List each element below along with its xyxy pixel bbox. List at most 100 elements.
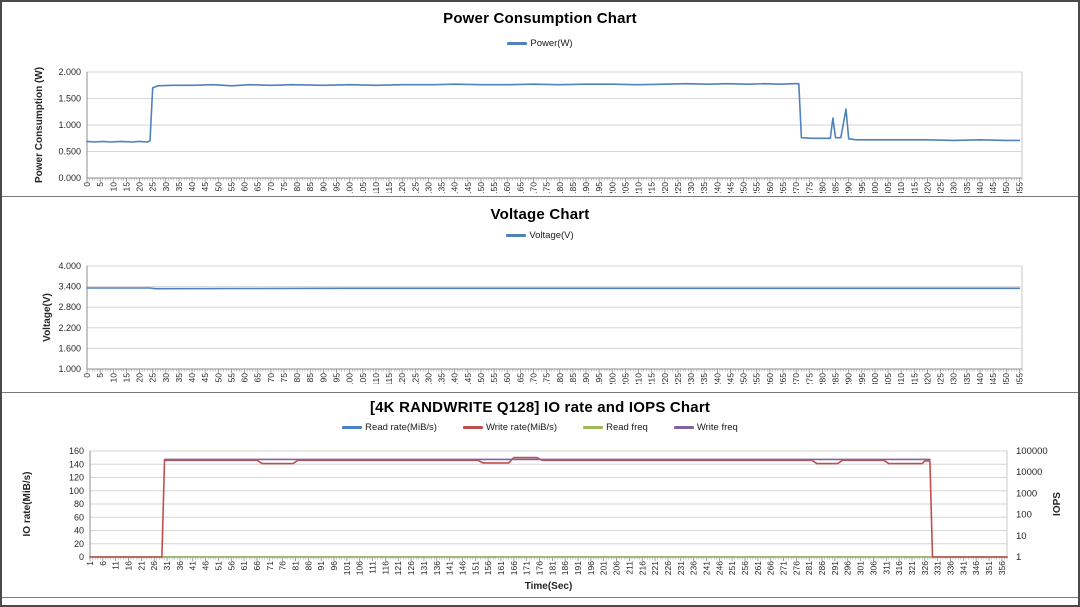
svg-text:30: 30 <box>161 182 171 192</box>
svg-text:26: 26 <box>149 561 159 571</box>
svg-text:2.800: 2.800 <box>58 302 81 312</box>
svg-text:55: 55 <box>226 182 236 192</box>
svg-text:41: 41 <box>188 561 198 571</box>
svg-text:305: 305 <box>883 373 893 387</box>
svg-text:120: 120 <box>397 182 407 196</box>
svg-text:150: 150 <box>476 373 486 387</box>
svg-text:340: 340 <box>975 373 985 387</box>
svg-text:336: 336 <box>945 561 955 575</box>
svg-text:206: 206 <box>612 561 622 575</box>
legend-item: Voltage(V) <box>506 230 574 241</box>
svg-text:161: 161 <box>496 561 506 575</box>
svg-text:135: 135 <box>437 182 447 196</box>
svg-text:86: 86 <box>303 561 313 571</box>
svg-text:225: 225 <box>673 373 683 387</box>
svg-text:246: 246 <box>714 561 724 575</box>
svg-text:215: 215 <box>647 182 657 196</box>
svg-text:15: 15 <box>121 373 131 383</box>
svg-text:236: 236 <box>689 561 699 575</box>
svg-text:40: 40 <box>187 373 197 383</box>
svg-text:266: 266 <box>766 561 776 575</box>
svg-text:176: 176 <box>535 561 545 575</box>
legend-line-swatch <box>583 426 604 429</box>
svg-text:20: 20 <box>135 373 145 383</box>
svg-text:170: 170 <box>528 182 538 196</box>
svg-text:160: 160 <box>502 182 512 196</box>
svg-text:20: 20 <box>74 539 84 549</box>
svg-text:1.600: 1.600 <box>58 343 81 353</box>
svg-text:295: 295 <box>857 182 867 196</box>
legend-line-swatch <box>462 426 483 429</box>
svg-text:70: 70 <box>266 182 276 192</box>
svg-text:36: 36 <box>175 561 185 571</box>
svg-text:130: 130 <box>423 182 433 196</box>
svg-text:141: 141 <box>445 561 455 575</box>
svg-text:46: 46 <box>201 561 211 571</box>
svg-text:81: 81 <box>290 561 300 571</box>
svg-text:250: 250 <box>739 182 749 196</box>
svg-text:60: 60 <box>74 512 84 522</box>
svg-text:275: 275 <box>804 182 814 196</box>
svg-text:205: 205 <box>620 373 630 387</box>
svg-text:355: 355 <box>1014 373 1024 387</box>
svg-text:180: 180 <box>555 182 565 196</box>
power-chart-panel: 0.000 0.500 1.000 1.500 2.000 0 5 10 15 20 25 30 35 4… <box>2 2 1078 197</box>
svg-text:35: 35 <box>174 373 184 383</box>
svg-text:0: 0 <box>82 182 92 187</box>
voltage-chart-title: Voltage Chart <box>490 206 590 223</box>
svg-text:285: 285 <box>831 373 841 387</box>
svg-text:341: 341 <box>958 561 968 575</box>
svg-text:235: 235 <box>699 373 709 387</box>
svg-text:25: 25 <box>148 373 158 383</box>
svg-text:276: 276 <box>791 561 801 575</box>
svg-text:260: 260 <box>765 373 775 387</box>
svg-text:1000: 1000 <box>1016 488 1037 499</box>
legend-line-swatch <box>342 426 363 429</box>
svg-text:216: 216 <box>637 561 647 575</box>
svg-text:136: 136 <box>432 561 442 575</box>
svg-text:170: 170 <box>528 373 538 387</box>
svg-text:5: 5 <box>95 373 105 378</box>
svg-text:270: 270 <box>791 373 801 387</box>
svg-text:60: 60 <box>240 373 250 383</box>
svg-text:340: 340 <box>975 182 985 196</box>
svg-text:321: 321 <box>907 561 917 575</box>
svg-text:1.000: 1.000 <box>58 364 81 374</box>
svg-text:91: 91 <box>316 561 326 571</box>
svg-text:96: 96 <box>329 561 339 571</box>
svg-text:256: 256 <box>740 561 750 575</box>
svg-text:310: 310 <box>896 373 906 387</box>
svg-text:275: 275 <box>804 373 814 387</box>
svg-text:290: 290 <box>844 373 854 387</box>
svg-text:116: 116 <box>380 561 390 575</box>
svg-text:135: 135 <box>437 373 447 387</box>
svg-text:3.400: 3.400 <box>58 282 81 292</box>
svg-text:IO rate(MiB/s): IO rate(MiB/s) <box>22 471 33 536</box>
legend-label: Read rate(MiB/s) <box>365 422 437 433</box>
legend-item: Power(W) <box>507 38 573 49</box>
legend-line-swatch <box>507 42 528 45</box>
legend-label: Power(W) <box>530 38 573 49</box>
svg-text:335: 335 <box>962 182 972 196</box>
svg-text:200: 200 <box>607 182 617 196</box>
svg-text:121: 121 <box>393 561 403 575</box>
svg-text:306: 306 <box>868 561 878 575</box>
svg-text:65: 65 <box>253 182 263 192</box>
voltage-chart-legend: Voltage(V) <box>2 230 1078 241</box>
svg-text:95: 95 <box>332 373 342 383</box>
svg-text:111: 111 <box>368 561 378 574</box>
svg-text:45: 45 <box>200 182 210 192</box>
svg-text:10000: 10000 <box>1016 467 1042 478</box>
svg-text:20: 20 <box>135 182 145 192</box>
svg-text:315: 315 <box>909 182 919 196</box>
svg-text:225: 225 <box>673 182 683 196</box>
svg-text:101: 101 <box>342 561 352 575</box>
svg-text:195: 195 <box>594 373 604 387</box>
svg-text:30: 30 <box>161 373 171 383</box>
iorate-plot: 0 20 40 60 80 100 120 140 160 1 10 100 1000 10000 1000… <box>22 446 1063 592</box>
svg-text:190: 190 <box>581 373 591 387</box>
svg-text:56: 56 <box>226 561 236 571</box>
svg-text:235: 235 <box>699 182 709 196</box>
svg-text:10: 10 <box>108 373 118 383</box>
